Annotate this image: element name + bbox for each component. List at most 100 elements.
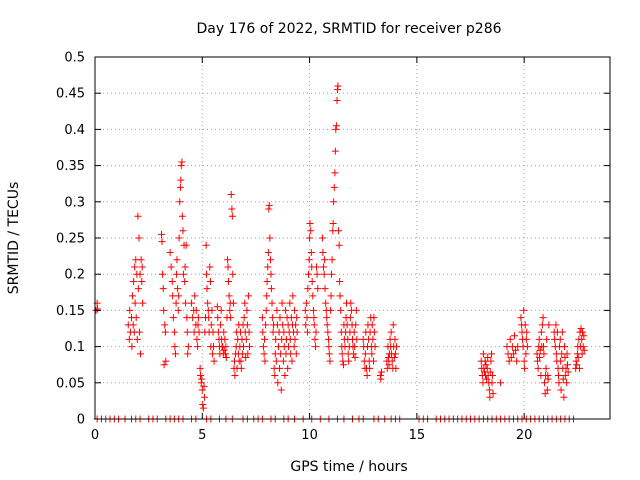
data-point: [222, 353, 230, 361]
y-tick-label: 0.05: [56, 376, 85, 391]
data-point: [332, 122, 340, 130]
data-point: [390, 353, 398, 361]
data-point: [199, 404, 207, 412]
data-point: [371, 343, 379, 351]
data-point: [281, 372, 289, 380]
data-point: [217, 306, 225, 314]
data-point: [204, 299, 212, 307]
y-tick-label: 0.45: [56, 87, 85, 102]
data-point: [262, 306, 270, 314]
data-point: [261, 357, 269, 365]
data-point: [139, 299, 147, 307]
x-tick-label: 0: [91, 428, 99, 443]
data-point: [541, 379, 549, 387]
data-point: [324, 328, 332, 336]
data-point: [171, 343, 179, 351]
data-point: [191, 292, 199, 300]
data-point: [133, 335, 141, 343]
data-point: [370, 314, 378, 322]
data-point: [291, 306, 299, 314]
data-point: [129, 321, 137, 329]
data-point: [520, 306, 528, 314]
data-point: [539, 343, 547, 351]
data-point: [267, 256, 275, 264]
data-point: [192, 306, 200, 314]
data-point: [198, 375, 206, 383]
data-point: [522, 350, 530, 358]
data-point: [488, 350, 496, 358]
data-point: [158, 230, 166, 238]
data-point: [335, 241, 343, 249]
data-point: [557, 357, 565, 365]
data-point: [132, 314, 140, 322]
data-point: [325, 343, 333, 351]
data-point: [277, 386, 285, 394]
data-point: [177, 162, 185, 170]
data-point: [131, 299, 139, 307]
data-point: [361, 350, 369, 358]
y-tick-label: 0.25: [56, 232, 85, 247]
data-point: [313, 270, 321, 278]
data-point: [324, 335, 332, 343]
data-point: [368, 321, 376, 329]
data-point: [175, 292, 183, 300]
data-point: [307, 248, 315, 256]
data-point: [345, 357, 353, 365]
data-point: [303, 328, 311, 336]
data-point: [276, 364, 284, 372]
data-point: [138, 277, 146, 285]
data-point: [327, 292, 335, 300]
data-point: [306, 234, 314, 242]
data-point: [377, 368, 385, 376]
data-point: [161, 328, 169, 336]
data-point: [278, 299, 286, 307]
data-point: [125, 335, 133, 343]
data-point: [161, 321, 169, 329]
data-point: [521, 364, 529, 372]
data-point: [318, 234, 326, 242]
data-point: [512, 346, 520, 354]
data-point: [563, 350, 571, 358]
data-point: [302, 321, 310, 329]
data-point: [246, 343, 253, 351]
data-point: [338, 350, 346, 358]
data-point: [274, 379, 282, 387]
data-point: [310, 314, 318, 322]
data-point: [239, 343, 247, 351]
data-point: [557, 386, 565, 394]
data-point: [537, 328, 545, 336]
data-point: [229, 299, 237, 307]
data-point: [522, 335, 530, 343]
data-point: [578, 350, 586, 358]
data-point: [276, 314, 284, 322]
data-point: [137, 256, 145, 264]
data-point: [351, 343, 359, 351]
data-point: [329, 220, 337, 228]
data-point: [209, 343, 217, 351]
data-point: [269, 328, 277, 336]
data-point: [158, 238, 166, 246]
data-point: [488, 372, 496, 380]
data-point: [339, 361, 347, 369]
data-point: [580, 346, 588, 354]
data-point: [272, 357, 280, 365]
data-point: [336, 277, 344, 285]
data-point: [181, 263, 189, 271]
x-axis-label: GPS time / hours: [290, 459, 407, 475]
chart-title: Day 176 of 2022, SRMTID for receiver p28…: [196, 21, 501, 37]
data-point: [268, 299, 276, 307]
data-point: [258, 314, 266, 322]
data-point: [222, 343, 230, 351]
data-point: [229, 270, 237, 278]
data-point: [333, 96, 341, 104]
data-point: [517, 314, 525, 322]
data-point: [536, 346, 544, 354]
data-point: [259, 343, 267, 351]
data-point: [487, 357, 495, 365]
data-point: [224, 277, 232, 285]
data-point: [259, 328, 267, 336]
data-point: [173, 270, 181, 278]
data-point: [286, 299, 294, 307]
data-point: [541, 390, 549, 398]
data-point: [305, 270, 313, 278]
